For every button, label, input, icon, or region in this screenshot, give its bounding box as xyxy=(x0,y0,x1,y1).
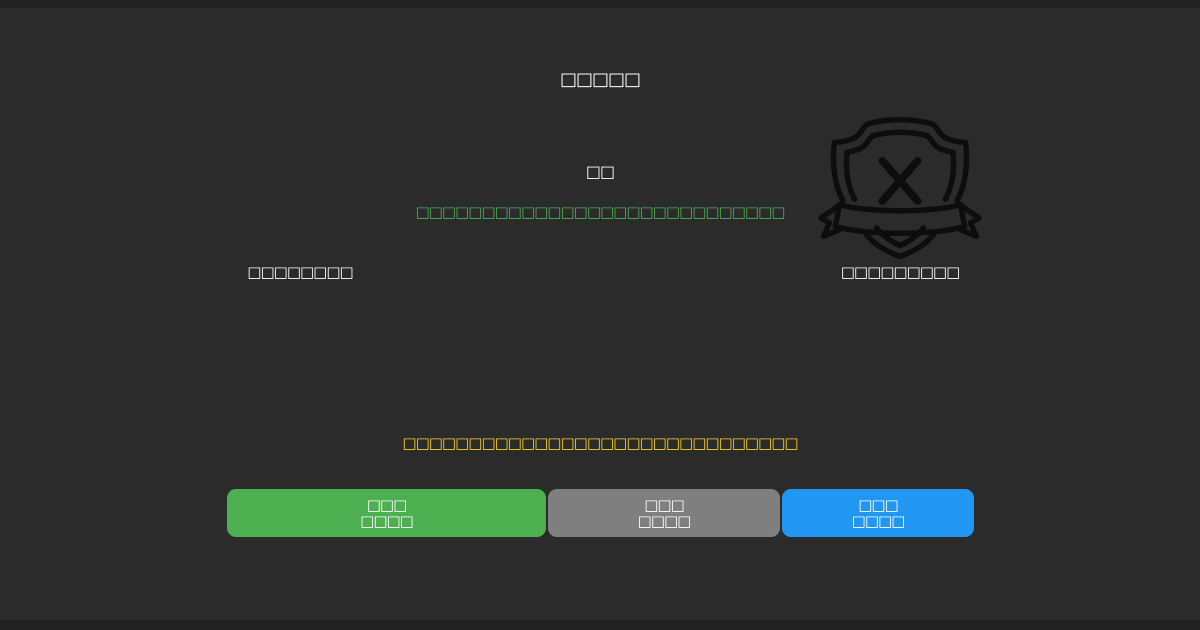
button-label-line1: □□□ xyxy=(644,496,685,514)
primary-green-button[interactable]: □□□ □□□□ xyxy=(227,489,546,537)
button-label-line2: □□□□ xyxy=(637,512,692,530)
info-blue-button[interactable]: □□□ □□□□ xyxy=(782,489,974,537)
button-label-line2: □□□□ xyxy=(851,512,906,530)
notice-text: □□□□□□□□□□□□□□□□□□□□□□□□□□□□□□ xyxy=(402,434,798,452)
button-label-line2: □□□□ xyxy=(360,512,414,530)
page-title: □□□□□ xyxy=(559,69,641,90)
button-row: □□□ □□□□ □□□ □□□□ □□□ □□□□ xyxy=(227,489,974,537)
result-heading: □□ xyxy=(585,162,615,181)
left-section-label: □□□□□□□□ xyxy=(247,263,353,281)
secondary-gray-button[interactable]: □□□ □□□□ xyxy=(548,489,780,537)
main-panel: □□□□□ □□ □□□□□□□□□□□□□□□□□□□□□□□□□□□□ □□… xyxy=(0,8,1200,620)
right-section-label: □□□□□□□□□ xyxy=(840,263,961,281)
result-message: □□□□□□□□□□□□□□□□□□□□□□□□□□□□ xyxy=(415,203,786,221)
button-label-line1: □□□ xyxy=(366,496,408,514)
shield-x-badge-icon xyxy=(816,110,984,262)
button-label-line1: □□□ xyxy=(858,496,899,514)
